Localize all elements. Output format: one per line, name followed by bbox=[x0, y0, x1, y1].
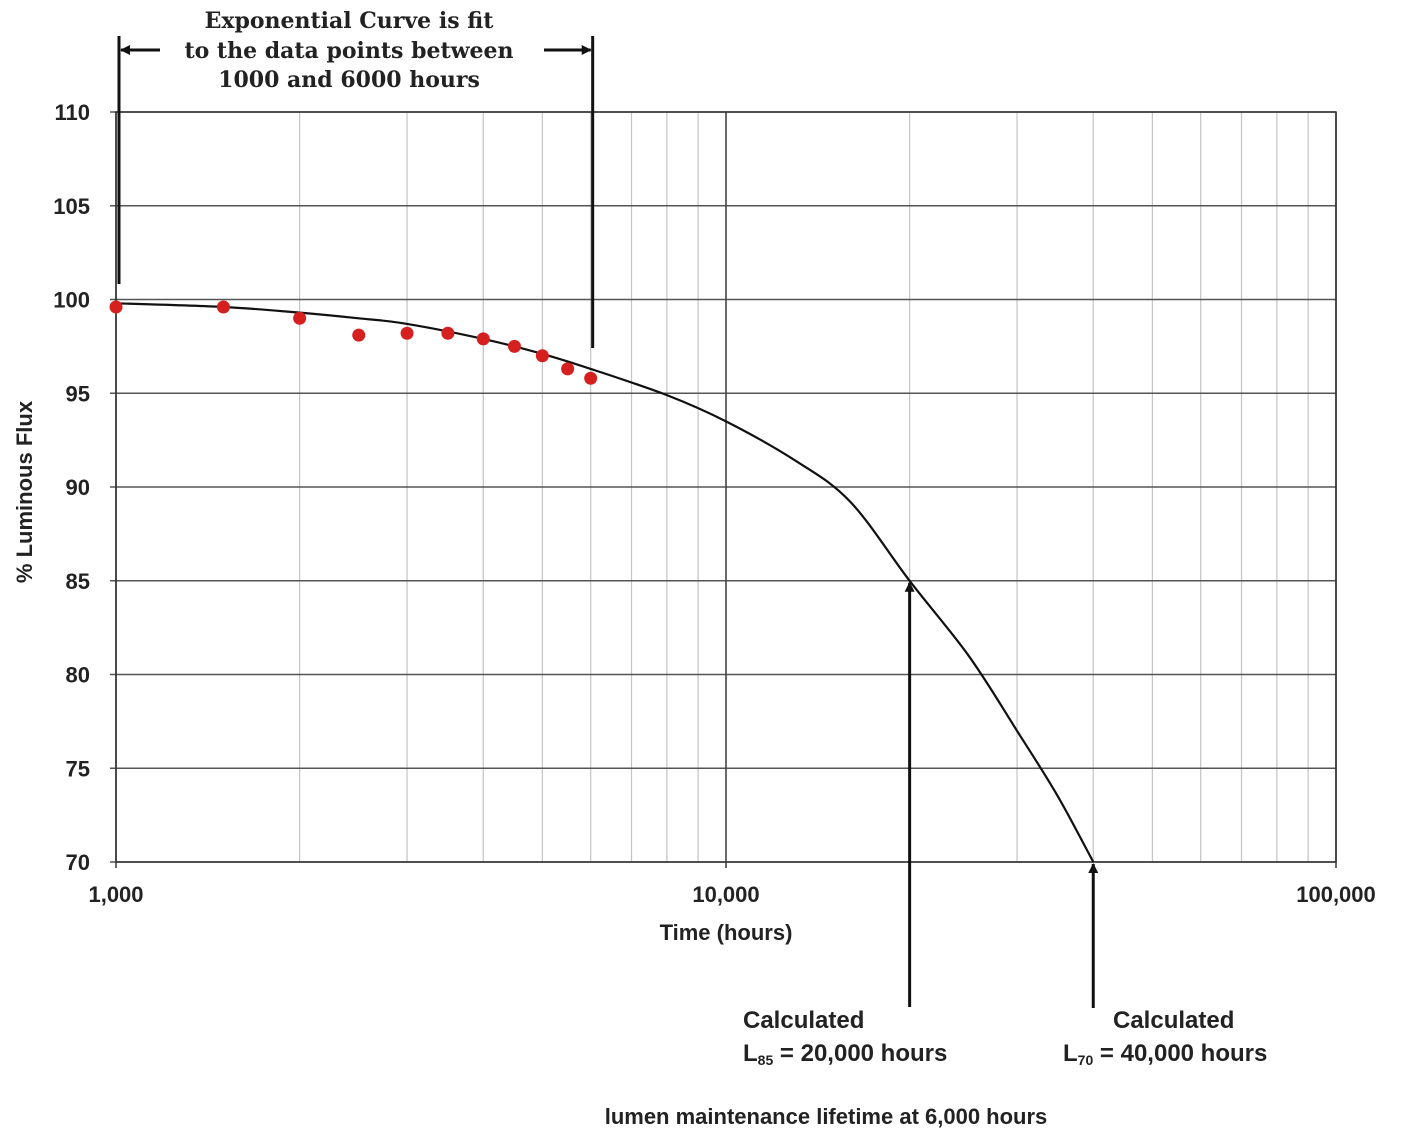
data-point bbox=[293, 311, 307, 325]
y-tick-labels: 70 75 80 85 90 95 100 105 110 bbox=[53, 100, 90, 875]
data-point bbox=[441, 326, 455, 340]
fit-range-annotation: Exponential Curve is fit to the data poi… bbox=[117, 8, 595, 348]
y-tick-label: 90 bbox=[66, 475, 90, 500]
data-points bbox=[109, 300, 598, 385]
x-tick-label: 1,000 bbox=[88, 882, 143, 907]
data-point bbox=[352, 328, 366, 342]
l70-prefix: L bbox=[1063, 1040, 1078, 1067]
data-point bbox=[476, 332, 490, 346]
plot-frame bbox=[115, 111, 1337, 863]
y-tick-label: 80 bbox=[66, 663, 90, 688]
y-tick-label: 100 bbox=[53, 288, 90, 313]
y-tick-label: 85 bbox=[66, 569, 90, 594]
data-point bbox=[400, 326, 414, 340]
footer-caption: lumen maintenance lifetime at 6,000 hour… bbox=[605, 1104, 1048, 1129]
data-point bbox=[216, 300, 230, 314]
exponential-fit-curve bbox=[115, 302, 1095, 863]
x-tick-label: 10,000 bbox=[692, 882, 759, 907]
l85-suffix: = 20,000 hours bbox=[773, 1040, 947, 1067]
l70-annotation: Calculated L70 = 40,000 hours bbox=[1063, 863, 1267, 1068]
y-axis-title: % Luminous Flux bbox=[12, 400, 37, 583]
data-point bbox=[109, 300, 123, 314]
fit-range-label-line-2: to the data points between bbox=[184, 38, 513, 64]
data-point bbox=[507, 339, 521, 353]
l70-subscript: 70 bbox=[1078, 1052, 1094, 1068]
x-axis-title: Time (hours) bbox=[660, 920, 793, 945]
data-point bbox=[584, 371, 598, 385]
y-tick-label: 95 bbox=[66, 381, 90, 406]
fit-range-label-line-3: 1000 and 6000 hours bbox=[218, 67, 480, 93]
l85-prefix: L bbox=[743, 1040, 758, 1067]
fit-range-label-line-1: Exponential Curve is fit bbox=[205, 8, 495, 34]
y-tick-label: 70 bbox=[66, 850, 90, 875]
data-point bbox=[535, 349, 549, 363]
x-tick-labels: 1,000 10,000 100,000 bbox=[88, 882, 1375, 907]
x-tick-label: 100,000 bbox=[1296, 882, 1376, 907]
l85-value-label: L85 = 20,000 hours bbox=[743, 1040, 947, 1068]
y-tick-label: 110 bbox=[55, 100, 91, 125]
y-tick-label: 105 bbox=[53, 194, 90, 219]
l85-subscript: 85 bbox=[758, 1052, 774, 1068]
l70-value-label: L70 = 40,000 hours bbox=[1063, 1040, 1267, 1068]
l70-suffix: = 40,000 hours bbox=[1093, 1040, 1267, 1067]
y-tick-label: 75 bbox=[66, 756, 90, 781]
l70-calculated-label: Calculated bbox=[1113, 1007, 1234, 1034]
data-point bbox=[561, 362, 575, 376]
l85-annotation: Calculated L85 = 20,000 hours bbox=[743, 581, 947, 1068]
l85-calculated-label: Calculated bbox=[743, 1007, 864, 1034]
